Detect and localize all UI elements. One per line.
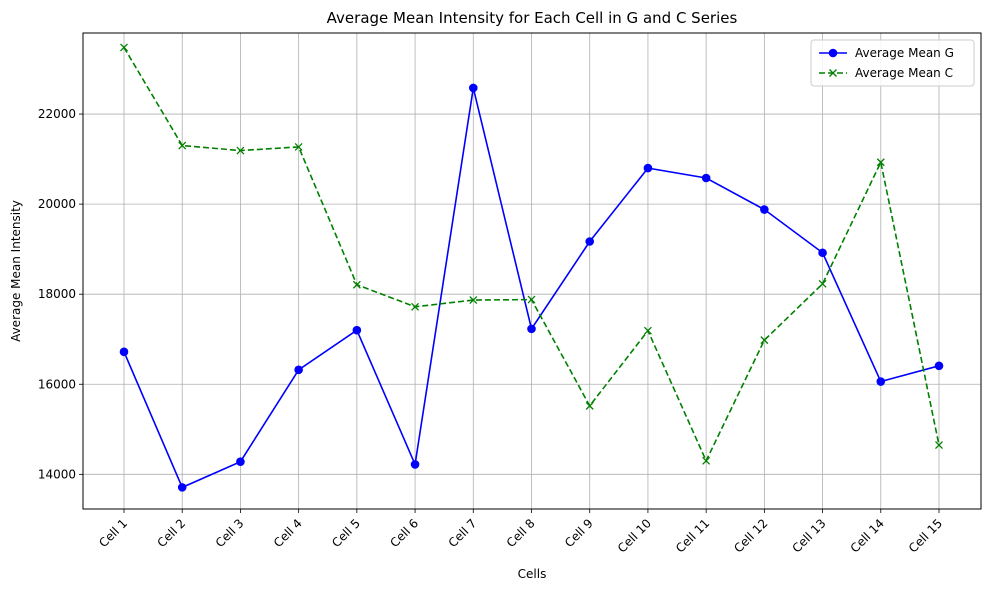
legend-label: Average Mean C: [855, 66, 953, 80]
data-point: [585, 401, 594, 410]
data-point: [469, 296, 478, 305]
data-point: [934, 361, 944, 371]
x-tick-label: Cell 9: [562, 516, 596, 550]
x-tick-label: Cell 11: [673, 516, 712, 555]
y-tick-label: 14000: [38, 467, 76, 481]
data-point: [935, 441, 943, 450]
data-point: [876, 158, 885, 167]
x-tick-label: Cell 13: [789, 516, 828, 555]
y-axis-label: Average Mean Intensity: [9, 200, 23, 342]
x-tick-label: Cell 1: [96, 516, 130, 550]
data-point: [120, 43, 128, 52]
data-point: [760, 336, 769, 345]
data-point: [527, 295, 536, 304]
x-tick-label: Cell 15: [906, 516, 945, 555]
data-point: [294, 365, 303, 375]
data-point: [702, 456, 711, 465]
data-point: [119, 347, 129, 357]
axes: Cell 1 Cell 2 Cell 3 Cell 4 Cell 5 Cell 6 Cell…: [38, 107, 945, 555]
series-1: [119, 83, 944, 492]
grid-lines: [83, 33, 981, 509]
data-point: [352, 280, 361, 289]
data-point: [818, 248, 827, 258]
data-point: [411, 302, 420, 311]
y-tick-label: 20000: [38, 197, 76, 211]
data-point: [352, 325, 362, 335]
legend-marker: [828, 48, 838, 58]
data-point: [410, 460, 420, 469]
data-point: [527, 324, 536, 334]
data-point: [294, 142, 303, 151]
legend: Average Mean G Average Mean C: [810, 39, 975, 87]
x-tick-label: Cell 3: [213, 516, 247, 550]
data-point: [643, 163, 653, 173]
x-tick-label: Cell 12: [731, 516, 770, 555]
data-point: [643, 326, 652, 335]
x-tick-label: Cell 2: [154, 516, 188, 550]
chart-title: Average Mean Intensity for Each Cell in …: [327, 9, 738, 27]
x-tick-label: Cell 6: [387, 516, 421, 550]
x-tick-label: Cell 4: [271, 516, 305, 550]
legend-marker: [829, 69, 837, 77]
data-point: [701, 173, 711, 183]
data-point: [236, 457, 245, 467]
x-tick-label: Cell 10: [615, 516, 654, 555]
data-point: [178, 141, 187, 150]
y-tick-label: 16000: [38, 377, 76, 391]
x-axis-label: Cells: [518, 567, 547, 581]
data-point: [876, 377, 886, 386]
x-tick-label: Cell 14: [848, 516, 887, 555]
series-2: [120, 43, 943, 465]
data-point: [585, 237, 595, 246]
data-point: [760, 205, 769, 214]
y-tick-label: 18000: [38, 287, 76, 301]
plot-frame: [82, 32, 982, 510]
x-tick-label: Cell 8: [504, 516, 538, 550]
data-point: [177, 483, 187, 492]
data-point: [468, 83, 478, 93]
x-tick-label: Cell 5: [329, 516, 363, 550]
data-point: [818, 279, 827, 288]
data-point: [236, 146, 245, 155]
legend-box: [810, 39, 975, 87]
y-tick-label: 22000: [38, 107, 76, 121]
series-layer: [119, 43, 944, 492]
x-tick-label: Cell 7: [446, 516, 480, 550]
legend-item: Average Mean G: [819, 46, 954, 60]
legend-label: Average Mean G: [855, 46, 954, 60]
legend-item: Average Mean C: [819, 66, 953, 80]
